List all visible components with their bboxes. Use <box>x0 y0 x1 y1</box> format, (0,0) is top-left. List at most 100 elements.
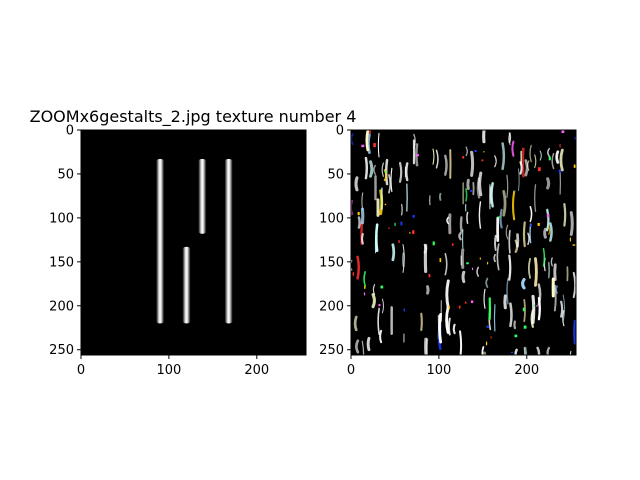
texture-speck <box>548 156 551 161</box>
texture-speck <box>462 156 465 159</box>
texture-streak <box>523 298 526 323</box>
texture-speck <box>479 257 481 260</box>
texture-streak <box>520 277 526 290</box>
texture-streak <box>470 150 475 177</box>
texture-streak <box>553 284 557 312</box>
texture-streak <box>523 347 526 355</box>
texture-streak <box>452 323 456 335</box>
texture-speck <box>403 308 405 312</box>
right-ytick-label: 200 <box>319 299 344 314</box>
right-ytick-label: 50 <box>327 167 344 182</box>
texture-streak <box>569 350 572 355</box>
texture-streak <box>529 205 533 223</box>
texture-speck <box>398 240 400 244</box>
texture-speck <box>497 216 501 218</box>
texture-streak <box>533 184 537 213</box>
texture-streak <box>519 161 523 175</box>
texture-speck <box>530 224 532 227</box>
texture-streak <box>478 171 483 197</box>
texture-streak <box>517 168 520 192</box>
texture-streak <box>522 221 526 248</box>
texture-streak <box>527 232 530 246</box>
texture-streak <box>524 346 528 355</box>
texture-streak <box>459 330 463 355</box>
texture-speck <box>522 307 525 312</box>
texture-speck <box>384 203 387 206</box>
texture-speck <box>474 150 477 153</box>
texture-streak <box>529 223 532 244</box>
texture-speck <box>470 189 473 192</box>
right-ytick-label: 250 <box>319 343 344 358</box>
texture-streak <box>527 258 531 279</box>
texture-speck <box>537 167 541 172</box>
texture-streak <box>353 315 358 332</box>
texture-streak <box>494 155 497 168</box>
texture-streak <box>364 156 369 180</box>
texture-streak <box>377 132 380 158</box>
texture-speck <box>561 130 565 134</box>
texture-streak <box>374 223 379 252</box>
texture-streak <box>379 329 383 344</box>
texture-streak <box>511 140 515 157</box>
texture-speck <box>439 258 442 263</box>
texture-streak <box>569 211 574 236</box>
texture-speck <box>378 304 381 307</box>
texture-streak <box>494 234 497 251</box>
texture-streak <box>371 293 376 309</box>
right-ytick-label: 150 <box>319 255 344 270</box>
texture-speck <box>558 169 561 173</box>
texture-streak <box>481 346 485 355</box>
left-ticks-group: 0 100 200 0 50 100 150 200 250 <box>49 124 269 379</box>
texture-streak <box>548 226 551 235</box>
texture-speck <box>448 305 450 310</box>
texture-speck <box>466 262 469 265</box>
texture-streak <box>465 188 468 202</box>
texture-streak <box>511 190 516 221</box>
texture-speck <box>412 230 415 235</box>
texture-speck <box>394 222 396 226</box>
texture-speck <box>388 227 390 229</box>
left-bar-4 <box>224 159 233 324</box>
texture-streak <box>413 133 416 149</box>
texture-streak <box>366 336 371 352</box>
texture-streak <box>563 203 567 227</box>
texture-streak <box>551 152 555 170</box>
texture-speck <box>357 211 360 216</box>
texture-speck <box>400 221 403 226</box>
texture-streak <box>536 346 541 355</box>
texture-streak <box>461 270 466 284</box>
texture-streak <box>555 150 560 164</box>
texture-streak <box>485 277 489 288</box>
texture-streak <box>560 300 564 318</box>
texture-speck <box>514 334 518 338</box>
texture-streak <box>438 192 442 201</box>
texture-speck <box>458 305 461 309</box>
left-xtick-label: 0 <box>77 363 85 378</box>
right-ytick-label: 0 <box>336 124 344 139</box>
texture-streak <box>499 208 503 229</box>
texture-streak <box>562 309 565 327</box>
texture-streak <box>573 319 576 345</box>
texture-streak <box>502 190 507 217</box>
texture-streak <box>534 154 537 169</box>
texture-streak <box>505 224 509 240</box>
left-ytick-label: 50 <box>57 167 74 182</box>
texture-streak <box>537 283 542 306</box>
texture-streak <box>562 294 566 323</box>
texture-streak <box>373 164 376 175</box>
texture-streak <box>402 244 405 273</box>
texture-streak <box>391 243 396 262</box>
left-bar-3 <box>198 159 207 234</box>
texture-streak <box>355 339 360 354</box>
left-ytick-label: 200 <box>49 299 74 314</box>
texture-speck <box>490 336 492 339</box>
texture-streak <box>483 288 486 309</box>
texture-speck <box>409 232 411 234</box>
texture-streak <box>398 161 403 183</box>
texture-streak <box>366 133 371 154</box>
texture-streak <box>388 174 392 194</box>
texture-streak <box>444 253 448 276</box>
texture-streak <box>478 201 482 229</box>
texture-streak <box>493 253 496 263</box>
